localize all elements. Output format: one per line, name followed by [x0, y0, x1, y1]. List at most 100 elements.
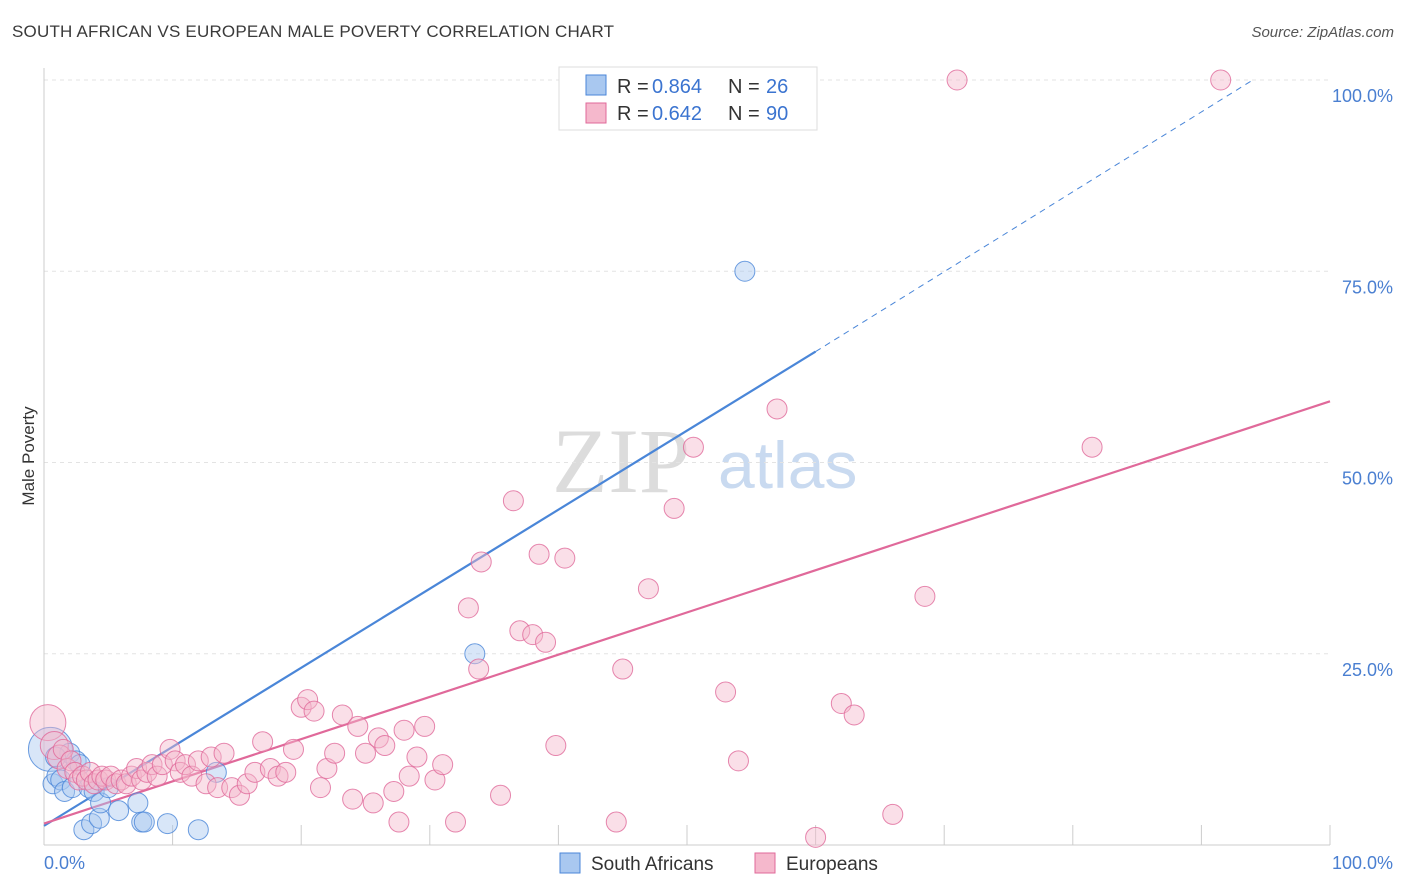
europeans-point-70 [490, 784, 512, 806]
stats-n-value-2: 90 [766, 103, 788, 125]
south-africans-point-2 [46, 765, 68, 787]
europeans-point-55 [362, 792, 384, 814]
europeans-point-83 [715, 681, 737, 703]
europeans-point-75 [535, 631, 557, 653]
bottom-legend-south-africans: South Africans [591, 854, 714, 875]
europeans-point-81 [663, 497, 685, 519]
y-axis-title: Male Poverty [19, 406, 38, 506]
europeans-point-72 [509, 620, 531, 642]
bottom-legend-europeans-swatch [754, 852, 776, 874]
bottom-legend-europeans: Europeans [786, 854, 878, 875]
europeans-point-82 [682, 436, 704, 458]
watermark-zip: ZIP [552, 410, 690, 512]
europeans-point-46 [297, 689, 319, 711]
y-tick-label-2: 75.0% [1342, 277, 1393, 297]
south-africans-point-16 [108, 800, 130, 822]
south-africans-point-21 [187, 819, 209, 841]
y-tick-label-3: 100.0% [1332, 86, 1393, 106]
europeans-point-63 [414, 715, 436, 737]
europeans-point-59 [388, 811, 410, 833]
watermark-atlas: atlas [718, 428, 857, 502]
europeans-point-31 [187, 750, 209, 772]
south-africans-trendline-extension [815, 79, 1254, 352]
south-africans-point-24 [734, 260, 756, 282]
europeans-point-93 [1210, 69, 1232, 91]
europeans-point-88 [843, 704, 865, 726]
europeans-point-84 [727, 750, 749, 772]
europeans-point-33 [200, 746, 222, 768]
europeans-point-66 [445, 811, 467, 833]
south-africans-point-14 [90, 792, 112, 814]
europeans-point-76 [545, 735, 567, 757]
europeans-point-77 [554, 547, 576, 569]
europeans-point-38 [236, 773, 258, 795]
europeans-trendline [43, 400, 1331, 825]
europeans-point-69 [470, 551, 492, 573]
stats-r-value-1: 0.864 [652, 76, 702, 98]
stats-n-value-1: 26 [766, 76, 788, 98]
bottom-legend-south-africans-swatch [559, 852, 581, 874]
europeans-point-92 [1081, 436, 1103, 458]
europeans-point-68 [468, 658, 490, 680]
south-africans-point-13 [88, 807, 110, 829]
europeans-point-10 [79, 761, 101, 783]
europeans-point-58 [383, 780, 405, 802]
europeans-swatch [585, 102, 607, 124]
europeans-point-52 [342, 788, 364, 810]
stats-r-label-2: R = [617, 103, 649, 125]
europeans-point-74 [528, 543, 550, 565]
x-tick-label-0: 0.0% [44, 853, 85, 873]
stats-r-label-1: R = [617, 76, 649, 98]
y-tick-label-1: 50.0% [1342, 469, 1393, 489]
europeans-point-71 [502, 490, 524, 512]
europeans-point-78 [605, 811, 627, 833]
south-africans-point-3 [50, 769, 72, 791]
europeans-point-67 [457, 597, 479, 619]
europeans-point-80 [637, 578, 659, 600]
south-africans-point-19 [133, 811, 155, 833]
data-points [27, 69, 1232, 848]
stats-legend: R = 0.864 N = 26 R = 0.642 N = 90 [558, 66, 818, 131]
stats-n-label-2: N = [728, 103, 760, 125]
europeans-point-89 [882, 803, 904, 825]
south-africans-point-17 [127, 792, 149, 814]
south-africans-swatch [585, 74, 607, 96]
south-africans-trendline [43, 350, 817, 827]
x-tick-label-1: 100.0% [1332, 853, 1393, 873]
europeans-point-61 [398, 765, 420, 787]
europeans-point-29 [174, 754, 196, 776]
europeans-point-40 [252, 731, 274, 753]
trendlines [43, 79, 1331, 827]
europeans-point-51 [331, 704, 353, 726]
europeans-point-37 [228, 784, 250, 806]
europeans-point-54 [355, 742, 376, 764]
europeans-point-47 [303, 700, 325, 722]
europeans-point-90 [914, 585, 936, 607]
axes [43, 68, 1331, 846]
europeans-point-35 [213, 742, 235, 764]
europeans-point-43 [275, 761, 297, 783]
europeans-point-91 [946, 69, 968, 91]
europeans-point-53 [347, 715, 369, 737]
europeans-point-60 [393, 719, 415, 741]
europeans-point-65 [432, 754, 454, 776]
europeans-point-64 [424, 769, 446, 791]
europeans-point-79 [612, 658, 634, 680]
europeans-point-48 [309, 777, 331, 799]
y-tick-label-0: 25.0% [1342, 660, 1393, 680]
grid-lines [44, 79, 1330, 655]
europeans-point-25 [151, 754, 173, 776]
south-africans-point-20 [156, 813, 178, 835]
europeans-point-62 [406, 746, 428, 768]
europeans-point-86 [805, 826, 827, 848]
europeans-point-26 [159, 738, 181, 760]
europeans-point-44 [282, 738, 304, 760]
south-africans-point-11 [81, 813, 103, 835]
europeans-point-49 [316, 758, 338, 779]
europeans-point-5 [60, 750, 82, 772]
tick-labels: 25.0% 50.0% 75.0% 100.0% 0.0% 100.0% [44, 86, 1393, 873]
europeans-point-12 [87, 769, 109, 791]
europeans-point-85 [766, 398, 788, 420]
europeans-point-73 [522, 624, 544, 646]
